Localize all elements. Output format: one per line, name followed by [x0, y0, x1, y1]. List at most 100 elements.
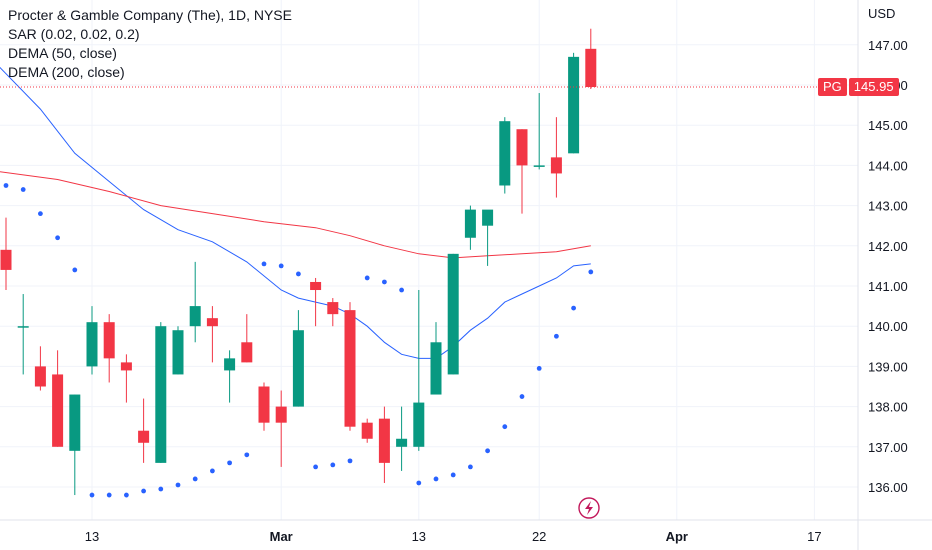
sar-dot-0 [3, 183, 9, 188]
candle-21[interactable] [361, 418, 373, 443]
candle-body [138, 430, 150, 443]
y-tick-label-0: 136.00 [868, 480, 908, 495]
legend-dema50[interactable]: DEMA (50, close) [8, 45, 117, 61]
sar-dot-16 [278, 263, 284, 269]
candle-16[interactable] [275, 390, 287, 467]
candle-23[interactable] [396, 406, 408, 471]
x-tick-label-1: Mar [270, 529, 293, 544]
x-tick-label-4: Apr [666, 529, 688, 544]
candle-3[interactable] [52, 350, 64, 447]
candle-18[interactable] [310, 277, 322, 327]
currency-label[interactable]: USD [868, 6, 896, 21]
sar-dot-15 [261, 261, 267, 267]
candle-17[interactable] [292, 310, 304, 407]
candle-11[interactable] [189, 261, 201, 343]
candle-20[interactable] [344, 302, 356, 431]
candle-body [447, 253, 459, 375]
dema50-line[interactable] [0, 65, 591, 359]
y-tick-label-7: 143.00 [868, 199, 908, 214]
candle-4[interactable] [69, 394, 81, 496]
candle-7[interactable] [120, 354, 132, 403]
candle-body [568, 56, 580, 154]
candle-body [413, 402, 425, 447]
sar-dot-22 [382, 279, 387, 285]
candle-34[interactable] [585, 28, 597, 90]
candle-8[interactable] [138, 398, 150, 463]
sar-dot-32 [554, 333, 559, 339]
candle-body [464, 209, 476, 238]
candle-10[interactable] [172, 326, 184, 375]
candle-body [430, 342, 442, 395]
sar-dot-19 [330, 462, 336, 468]
legend-sar[interactable]: SAR (0.02, 0.02, 0.2) [8, 26, 140, 42]
candle-0[interactable] [0, 217, 12, 291]
sar-dot-33 [571, 305, 576, 311]
sar-dot-7 [124, 492, 129, 498]
candle-15[interactable] [258, 382, 270, 431]
last-price-value: 145.95 [848, 78, 899, 96]
sar-dot-1 [20, 187, 26, 192]
candle-19[interactable] [327, 298, 339, 327]
candle-22[interactable] [378, 406, 390, 483]
last-price-tag: PG 145.95 [818, 78, 899, 96]
candle-body [550, 157, 562, 174]
sar-dot-25 [433, 476, 439, 482]
y-tick-label-5: 141.00 [868, 279, 908, 294]
sar-dot-8 [141, 488, 147, 494]
candle-body [172, 330, 184, 375]
legend-dema200[interactable]: DEMA (200, close) [8, 64, 125, 80]
sar-dot-28 [485, 448, 490, 454]
candle-5[interactable] [86, 306, 98, 375]
candle-6[interactable] [103, 314, 115, 383]
sar-dot-11 [192, 476, 198, 482]
candle-body [378, 418, 390, 463]
candle-30[interactable] [516, 129, 528, 214]
legend-title[interactable]: Procter & Gamble Company (The), 1D, NYSE [8, 7, 292, 23]
candle-body [17, 326, 29, 328]
indicator-lines [0, 65, 591, 359]
candle-body [344, 310, 356, 427]
sar-dot-14 [244, 452, 250, 458]
candle-24[interactable] [413, 290, 425, 451]
sar-dot-17 [296, 271, 301, 277]
candle-body [396, 438, 408, 447]
candle-body [189, 306, 201, 327]
candle-13[interactable] [224, 350, 236, 403]
candle-body [310, 281, 322, 291]
candle-body [516, 129, 528, 166]
sar-dot-12 [210, 468, 215, 474]
sar-dot-20 [347, 458, 353, 464]
candle-body [206, 318, 218, 327]
candles [0, 28, 597, 496]
candle-2[interactable] [34, 346, 46, 391]
candle-31[interactable] [533, 93, 545, 170]
candle-body [0, 249, 12, 270]
candle-12[interactable] [206, 306, 218, 363]
candle-33[interactable] [568, 52, 580, 154]
candle-9[interactable] [155, 322, 167, 463]
candle-27[interactable] [464, 205, 476, 250]
price-axis: 136.00 137.00 138.00 139.00 140.00 141.00 142.… [868, 38, 908, 495]
y-tick-label-6: 142.00 [868, 239, 908, 254]
candle-28[interactable] [482, 209, 494, 266]
lightning-icon[interactable] [578, 497, 600, 519]
candle-body [224, 358, 236, 371]
x-tick-label-3: 22 [532, 529, 546, 544]
dema200-line[interactable] [0, 171, 591, 259]
candle-25[interactable] [430, 322, 442, 395]
candle-14[interactable] [241, 314, 253, 363]
candle-body [275, 406, 287, 423]
candle-26[interactable] [447, 253, 459, 375]
y-tick-label-4: 140.00 [868, 319, 908, 334]
sar-dot-34 [588, 269, 594, 275]
candle-1[interactable] [17, 294, 29, 375]
candle-29[interactable] [499, 117, 511, 194]
candle-body [327, 302, 339, 315]
candle-body [52, 374, 64, 447]
x-tick-label-0: 13 [85, 529, 99, 544]
sar-dot-27 [468, 464, 473, 470]
candle-32[interactable] [550, 117, 562, 198]
